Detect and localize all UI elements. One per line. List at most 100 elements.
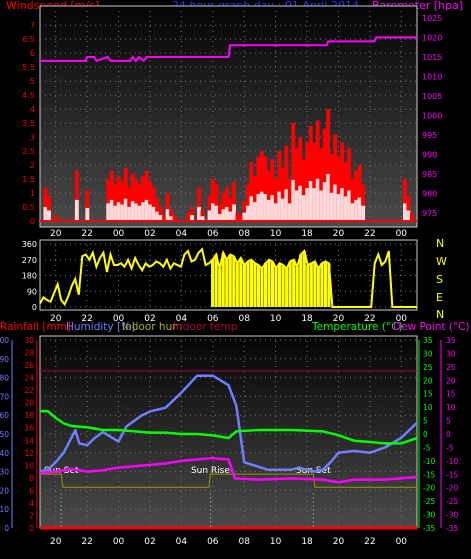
wind-gust-bar <box>53 215 58 221</box>
wind-avg-bar <box>305 188 310 221</box>
wind-gust-bar <box>127 187 132 221</box>
compass-labels: N W S E N <box>436 237 447 321</box>
wind-avg-bar <box>225 206 229 221</box>
wind-gust-bar <box>123 167 128 221</box>
wind-gust-bar <box>214 184 219 221</box>
x-tick-label: 22 <box>364 537 375 547</box>
wind-gust-bar <box>245 184 250 221</box>
rainfall-y-tick: 26 <box>24 361 34 370</box>
wind-avg-bar <box>207 210 212 221</box>
wind-y-tick: 6 <box>30 49 35 58</box>
wind-avg-bar <box>333 184 338 221</box>
wind-avg-bar <box>144 199 149 221</box>
wind-gust-bar <box>134 179 139 221</box>
wind-gust-bar <box>238 215 243 221</box>
rainfall-y-tick: 22 <box>24 386 34 395</box>
wind-avg-bar <box>141 202 146 221</box>
wind-gust-bar <box>155 198 160 221</box>
x-tick-label: 02 <box>144 314 155 324</box>
wind-gust-bar <box>200 209 205 221</box>
x-tick-label: 20 <box>50 314 62 324</box>
wind-gust-bar <box>85 190 90 221</box>
wind-avg-bar <box>200 216 205 221</box>
baro-y-tick: 1010 <box>422 72 442 81</box>
wind-avg-bar <box>155 211 160 221</box>
baro-y-tick: 975 <box>422 209 437 218</box>
dewpoint-y-tick: -15 <box>446 470 458 479</box>
wind-y-tick: 7 <box>30 21 35 30</box>
x-tick-label: 20 <box>333 229 345 239</box>
wind-avg-bar <box>336 193 341 221</box>
direction-x-axis-ticks: 20 22 00 02 04 06 08 10 18 20 22 00 <box>50 314 407 324</box>
wind-avg-bar <box>252 202 257 221</box>
wind-gust-bar <box>46 195 51 221</box>
wind-avg-bar <box>277 191 282 221</box>
wind-gust-bar <box>130 173 135 221</box>
wind-series <box>40 109 417 222</box>
rainfall-y-tick: 24 <box>24 374 34 383</box>
wind-avg-bar <box>137 205 142 221</box>
wind-avg-bar <box>298 185 303 221</box>
x-tick-label: 22 <box>81 229 92 239</box>
temperature-y-tick: 35 <box>423 336 433 345</box>
wind-gust-bar <box>354 170 359 221</box>
wind-avg-bar <box>280 198 285 221</box>
wind-avg-bar <box>263 193 268 221</box>
dewpoint-y-tick: 20 <box>446 376 456 385</box>
wind-gust-bar <box>148 181 153 221</box>
temperature-y-tick: 15 <box>423 390 433 399</box>
wind-avg-bar <box>158 215 163 221</box>
wind-avg-bar <box>259 191 264 221</box>
wind-gust-bar <box>231 181 236 221</box>
wind-avg-bar <box>354 199 359 221</box>
indoor-hum-line <box>40 473 417 488</box>
humidity-y-tick: 50 <box>0 430 9 439</box>
direction-panel <box>39 239 418 311</box>
rainfall-y-tick: 14 <box>24 436 34 445</box>
wind-gust-bar <box>221 193 226 221</box>
humidity-y-tick: 60 <box>0 411 9 420</box>
wind-gust-bar <box>228 198 233 221</box>
x-tick-label: 20 <box>333 314 345 324</box>
wind-y-tick: 6.5 <box>22 35 35 44</box>
wind-gust-bar <box>329 153 334 221</box>
wind-y-tick: 0.5 <box>22 203 35 212</box>
wind-avg-bar <box>329 192 334 221</box>
dewpoint-y-tick: -35 <box>446 524 458 533</box>
x-tick-label: 22 <box>364 314 375 324</box>
x-tick-label: 20 <box>333 537 345 547</box>
dewpoint-y-tick: -5 <box>446 443 454 452</box>
dewpoint-title: Dew Point (°C) <box>393 321 470 333</box>
wind-avg-bar <box>120 204 125 221</box>
temperature-y-tick: -35 <box>423 524 435 533</box>
temperature-y-tick: 30 <box>423 349 433 358</box>
wind-gust-bar <box>43 187 48 221</box>
wind-gust-bar <box>162 215 167 221</box>
wind-avg-bar <box>308 181 313 221</box>
wind-avg-bar <box>403 203 407 221</box>
temperature-y-tick: -30 <box>423 511 435 520</box>
wind-gust-bar <box>277 151 282 221</box>
wind-gust-bar <box>410 212 414 221</box>
x-tick-label: 06 <box>207 229 219 239</box>
wind-avg-bar <box>74 199 79 221</box>
wind-avg-bar <box>273 203 278 221</box>
wind-avg-bar <box>361 205 366 221</box>
wind-gust-bar <box>305 142 310 221</box>
wind-avg-bar <box>266 199 271 221</box>
temperature-y-tick: -20 <box>423 484 435 493</box>
temperature-y-tick: 25 <box>423 363 433 372</box>
wind-avg-bar <box>245 205 250 221</box>
wind-gust-bar <box>333 134 338 221</box>
x-tick-label: 22 <box>81 537 92 547</box>
baro-y-tick: 995 <box>422 131 437 140</box>
wind-gust-bar <box>294 148 299 221</box>
wind-gust-bar <box>343 162 348 221</box>
wind-gust-bar <box>225 187 229 221</box>
indoor-temp-title: Indoor temp <box>173 321 238 333</box>
wind-gust-bar <box>403 179 407 221</box>
temp-series <box>39 370 418 530</box>
wind-gust-bar <box>256 156 261 221</box>
compass-n2: N <box>436 308 444 321</box>
wind-gust-bar <box>270 159 275 221</box>
